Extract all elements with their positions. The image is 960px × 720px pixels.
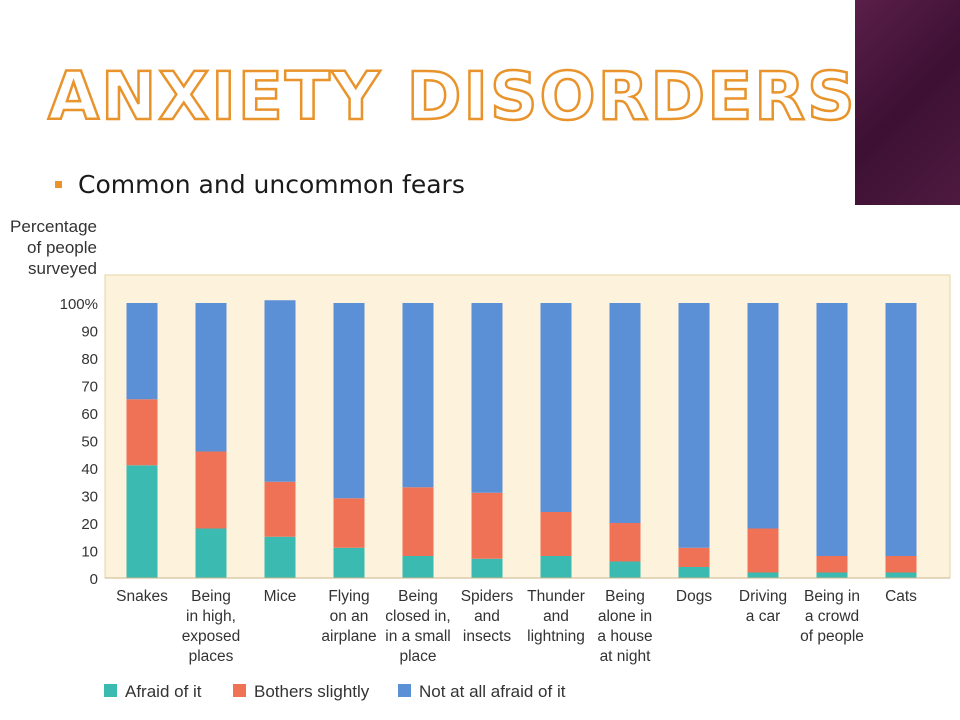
y-tick-label: 70 [81, 379, 98, 396]
x-tick-label: places [189, 648, 234, 665]
bar-segment-afraid [471, 558, 503, 578]
bar-segment-not-afraid [885, 303, 917, 556]
bar-segment-bothers [609, 523, 641, 562]
bar-segment-not-afraid [471, 303, 503, 493]
x-tick-label: Spiders [461, 588, 514, 605]
y-axis-label-line: of people [27, 238, 97, 257]
bullet-square-icon [55, 181, 62, 188]
bullet-item: Common and uncommon fears [55, 170, 465, 199]
x-tick-label: and [543, 608, 569, 625]
legend-swatch [398, 684, 411, 697]
y-tick-label: 80 [81, 351, 98, 368]
bar-segment-not-afraid [195, 303, 227, 452]
x-tick-label: closed in, [385, 608, 450, 625]
bar-segment-bothers [678, 547, 710, 567]
bar-segment-not-afraid [747, 303, 779, 529]
bullet-text: Common and uncommon fears [78, 170, 465, 199]
bar-segment-not-afraid [540, 303, 572, 512]
bar-segment-afraid [126, 465, 158, 578]
x-tick-label: in high, [186, 608, 236, 625]
x-tick-label: Flying [328, 588, 369, 605]
legend-swatch [104, 684, 117, 697]
bar-segment-afraid [195, 528, 227, 578]
x-tick-label: in a small [385, 628, 450, 645]
x-tick-label: Being in [804, 588, 860, 605]
bar-segment-not-afraid [333, 303, 365, 499]
bar-segment-bothers [195, 451, 227, 529]
x-tick-label: of people [800, 628, 864, 645]
bar-segment-bothers [816, 556, 848, 573]
x-tick-label: insects [463, 628, 511, 645]
bar-segment-afraid [333, 547, 365, 578]
x-tick-label: Mice [264, 588, 297, 605]
legend-swatch [233, 684, 246, 697]
x-tick-label: Thunder [527, 588, 585, 605]
bar-segment-not-afraid [678, 303, 710, 548]
bar-segment-afraid [264, 536, 296, 578]
x-tick-label: Being [398, 588, 438, 605]
legend-label: Afraid of it [125, 682, 202, 701]
x-tick-label: Cats [885, 588, 917, 605]
y-tick-label: 30 [81, 489, 98, 506]
bar-segment-bothers [471, 492, 503, 559]
bar-segment-afraid [747, 572, 779, 578]
legend-label: Bothers slightly [254, 682, 370, 701]
bar-segment-not-afraid [264, 300, 296, 482]
y-tick-label: 40 [81, 461, 98, 478]
x-tick-label: Driving [739, 588, 787, 605]
x-tick-label: a car [746, 608, 780, 625]
y-tick-label: 100% [60, 296, 98, 313]
bar-segment-bothers [540, 512, 572, 556]
x-tick-label: Being [191, 588, 231, 605]
y-tick-label: 10 [81, 544, 98, 561]
x-tick-label: and [474, 608, 500, 625]
x-tick-label: place [399, 648, 436, 665]
bar-segment-afraid [816, 572, 848, 578]
y-axis-label-line: surveyed [28, 259, 97, 278]
plot-area [104, 274, 951, 579]
y-tick-label: 0 [90, 571, 98, 588]
y-axis-label-line: Percentage [10, 217, 97, 236]
x-tick-label: a crowd [805, 608, 859, 625]
x-tick-label: Dogs [676, 588, 712, 605]
bar-segment-bothers [402, 487, 434, 556]
bar-segment-bothers [885, 556, 917, 573]
y-tick-label: 20 [81, 516, 98, 533]
bar-segment-not-afraid [609, 303, 641, 523]
bar-segment-afraid [609, 561, 641, 578]
bar-segment-afraid [402, 556, 434, 578]
x-tick-label: airplane [321, 628, 376, 645]
y-tick-label: 90 [81, 324, 98, 341]
legend-label: Not at all afraid of it [419, 682, 566, 701]
bar-segment-afraid [678, 567, 710, 578]
x-tick-label: exposed [182, 628, 241, 645]
x-tick-label: Snakes [116, 588, 168, 605]
bar-segment-afraid [540, 556, 572, 578]
x-tick-label: a house [597, 628, 652, 645]
x-tick-label: alone in [598, 608, 652, 625]
bar-segment-not-afraid [816, 303, 848, 556]
bar-segment-not-afraid [402, 303, 434, 488]
bar-segment-bothers [126, 399, 158, 466]
decorative-corner-block [855, 0, 960, 205]
x-tick-label: on an [330, 608, 369, 625]
bar-segment-bothers [333, 498, 365, 548]
bar-segment-bothers [747, 528, 779, 573]
y-tick-label: 50 [81, 434, 98, 451]
y-tick-label: 60 [81, 406, 98, 423]
x-tick-label: Being [605, 588, 645, 605]
slide-title: ANXIETY DISORDERS [47, 57, 857, 137]
bar-segment-not-afraid [126, 303, 158, 400]
bar-segment-afraid [885, 572, 917, 578]
x-tick-label: at night [600, 648, 652, 665]
bar-segment-bothers [264, 481, 296, 537]
x-tick-label: lightning [527, 628, 585, 645]
